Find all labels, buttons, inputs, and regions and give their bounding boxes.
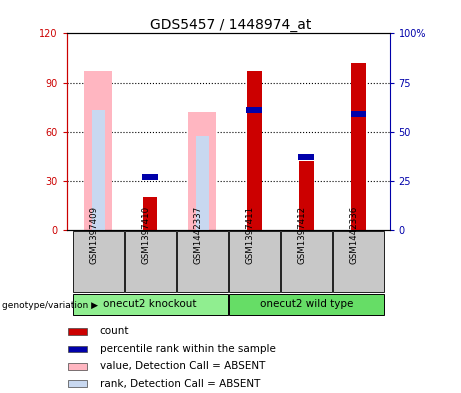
Text: count: count: [100, 327, 129, 336]
Text: GSM1397409: GSM1397409: [89, 206, 98, 264]
Bar: [84, 71, 112, 230]
FancyBboxPatch shape: [72, 231, 124, 292]
Bar: [68, 380, 88, 387]
FancyBboxPatch shape: [72, 294, 228, 315]
Bar: [298, 154, 314, 160]
FancyBboxPatch shape: [229, 294, 384, 315]
Bar: [68, 345, 88, 352]
Text: GSM1442337: GSM1442337: [193, 206, 202, 264]
Bar: [195, 136, 209, 230]
FancyBboxPatch shape: [177, 231, 228, 292]
Text: GDS5457 / 1448974_at: GDS5457 / 1448974_at: [150, 18, 311, 32]
Text: GSM1397410: GSM1397410: [141, 206, 150, 264]
Bar: [351, 63, 366, 230]
Text: GSM1442336: GSM1442336: [349, 206, 358, 264]
FancyBboxPatch shape: [281, 231, 332, 292]
Text: GSM1397411: GSM1397411: [245, 206, 254, 264]
Bar: [247, 71, 261, 230]
FancyBboxPatch shape: [124, 231, 176, 292]
Bar: [68, 328, 88, 335]
Text: rank, Detection Call = ABSENT: rank, Detection Call = ABSENT: [100, 379, 260, 389]
FancyBboxPatch shape: [229, 231, 280, 292]
Bar: [247, 107, 262, 113]
Text: GSM1397412: GSM1397412: [297, 206, 306, 264]
FancyBboxPatch shape: [333, 231, 384, 292]
Text: onecut2 knockout: onecut2 knockout: [103, 299, 197, 309]
Text: genotype/variation ▶: genotype/variation ▶: [2, 301, 98, 310]
Bar: [350, 111, 366, 117]
Bar: [188, 112, 217, 230]
Bar: [143, 197, 157, 230]
Bar: [142, 174, 158, 180]
Text: onecut2 wild type: onecut2 wild type: [260, 299, 353, 309]
Text: percentile rank within the sample: percentile rank within the sample: [100, 344, 276, 354]
Bar: [68, 363, 88, 369]
Bar: [92, 110, 105, 230]
Bar: [299, 161, 313, 230]
Text: value, Detection Call = ABSENT: value, Detection Call = ABSENT: [100, 361, 265, 371]
